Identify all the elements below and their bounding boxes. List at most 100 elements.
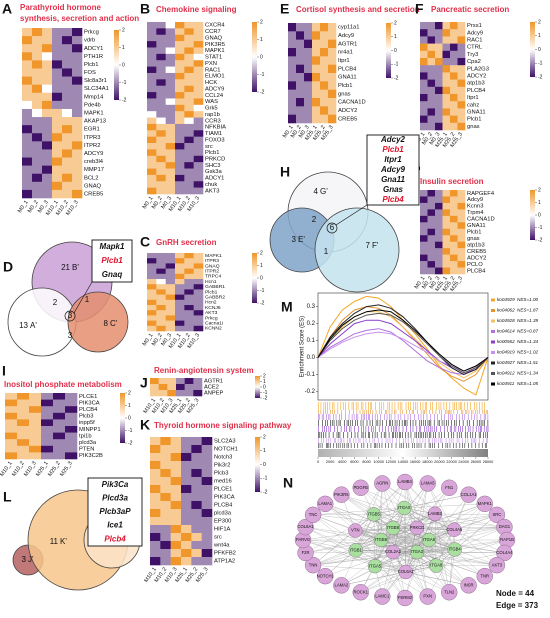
node — [385, 544, 401, 560]
heat-cell — [156, 325, 166, 332]
hit-stripe — [412, 426, 414, 432]
heat-cell — [450, 86, 458, 95]
x-tick-label: 26000 — [471, 460, 482, 464]
edge — [341, 494, 394, 528]
hit-stripe — [348, 414, 350, 420]
heat-cell — [442, 29, 451, 37]
set-name: B' — [72, 263, 79, 272]
gene-label: Hcn2 — [205, 300, 217, 306]
heat-cell — [42, 125, 53, 134]
gene-label: ANPEP — [204, 391, 223, 397]
gene-label: Prkcg — [84, 30, 99, 36]
heat-cell — [42, 157, 53, 166]
node-label: MAPK1 — [478, 501, 493, 506]
heat-cell — [435, 228, 443, 236]
hit-stripe — [467, 426, 469, 432]
heat-cell — [147, 289, 157, 295]
edge — [382, 483, 418, 553]
hit-stripe — [383, 432, 385, 438]
gene-name: Plcb3aP — [99, 507, 131, 516]
heat-cell — [165, 28, 176, 36]
heat-cell — [288, 39, 297, 49]
heat-cell — [72, 133, 83, 142]
edge — [434, 513, 497, 515]
gene-label: TIAM1 — [205, 131, 222, 137]
node — [476, 495, 493, 513]
heat-cell — [32, 44, 43, 53]
heat-cell — [312, 73, 321, 82]
heat-cell — [193, 98, 204, 106]
heat-cell — [184, 289, 194, 295]
colorbar-label: -2 — [128, 440, 133, 446]
x-tick-label: 14000 — [398, 460, 409, 464]
edge — [405, 513, 436, 573]
heat-cell — [62, 28, 73, 37]
gene-label: PIK3C2B — [79, 453, 103, 459]
hit-stripe — [357, 420, 358, 426]
node-label: F2R — [302, 550, 310, 555]
heat-cell — [193, 268, 204, 275]
hit-stripe — [443, 402, 445, 410]
heat-cell — [420, 228, 428, 236]
heat-cell — [17, 399, 30, 407]
gene-label: PCLO — [467, 262, 483, 268]
hit-stripe — [345, 414, 346, 420]
hit-stripe — [343, 438, 345, 443]
heat-cell — [193, 187, 204, 195]
colorbar-label: 1 — [538, 33, 541, 39]
hit-stripe — [395, 443, 397, 448]
node — [488, 556, 506, 574]
heat-cell — [427, 222, 436, 230]
heat-cell — [328, 89, 337, 99]
heat-cell — [165, 315, 176, 321]
hit-stripe — [400, 432, 402, 438]
heat-cell — [62, 84, 73, 94]
gene-label: SLC34A1 — [84, 86, 109, 92]
hit-stripe — [401, 443, 403, 448]
hit-stripe — [355, 438, 357, 443]
heat-cell — [442, 235, 451, 242]
heat-cell — [32, 173, 43, 183]
heat-cell — [304, 56, 313, 65]
gene-label: src — [205, 144, 213, 150]
hit-stripe — [434, 438, 435, 443]
hit-stripe — [365, 426, 367, 432]
heat-cell — [457, 190, 466, 197]
hit-stripe — [377, 414, 378, 420]
hit-stripe — [428, 420, 430, 426]
hit-stripe — [456, 402, 457, 410]
heat-cell — [150, 477, 161, 486]
hit-stripe — [478, 410, 480, 414]
hit-stripe — [361, 443, 363, 448]
heat-cell — [435, 267, 443, 275]
hit-stripe — [444, 432, 445, 438]
heat-cell — [170, 445, 182, 454]
x-tick-label: 24000 — [458, 460, 469, 464]
panel-title: Insulin secretion — [420, 177, 484, 186]
heat-cell — [312, 31, 321, 40]
hit-stripe — [453, 426, 455, 432]
heat-cell — [184, 111, 194, 118]
hit-stripe — [364, 414, 365, 420]
hit-stripe — [445, 443, 447, 448]
gene-label: GNA11 — [467, 110, 486, 116]
heat-cell — [296, 73, 305, 82]
hit-stripe — [404, 414, 406, 420]
gene-label: Itpr1 — [338, 58, 350, 64]
x-tick-label: 12000 — [386, 460, 397, 464]
hit-stripe — [485, 432, 487, 438]
heat-cell — [457, 115, 466, 124]
heat-cell — [22, 165, 33, 175]
heat-cell — [457, 72, 466, 80]
heat-cell — [17, 406, 30, 414]
heat-cell — [42, 36, 53, 45]
hit-stripe — [479, 402, 480, 410]
hit-stripe — [338, 420, 340, 426]
hit-stripe — [330, 410, 332, 414]
heat-cell — [320, 114, 329, 124]
heat-cell — [184, 104, 194, 112]
heat-cell — [312, 48, 321, 57]
hit-stripe — [399, 410, 401, 414]
hit-stripe — [347, 443, 349, 448]
hit-stripe — [350, 443, 352, 448]
